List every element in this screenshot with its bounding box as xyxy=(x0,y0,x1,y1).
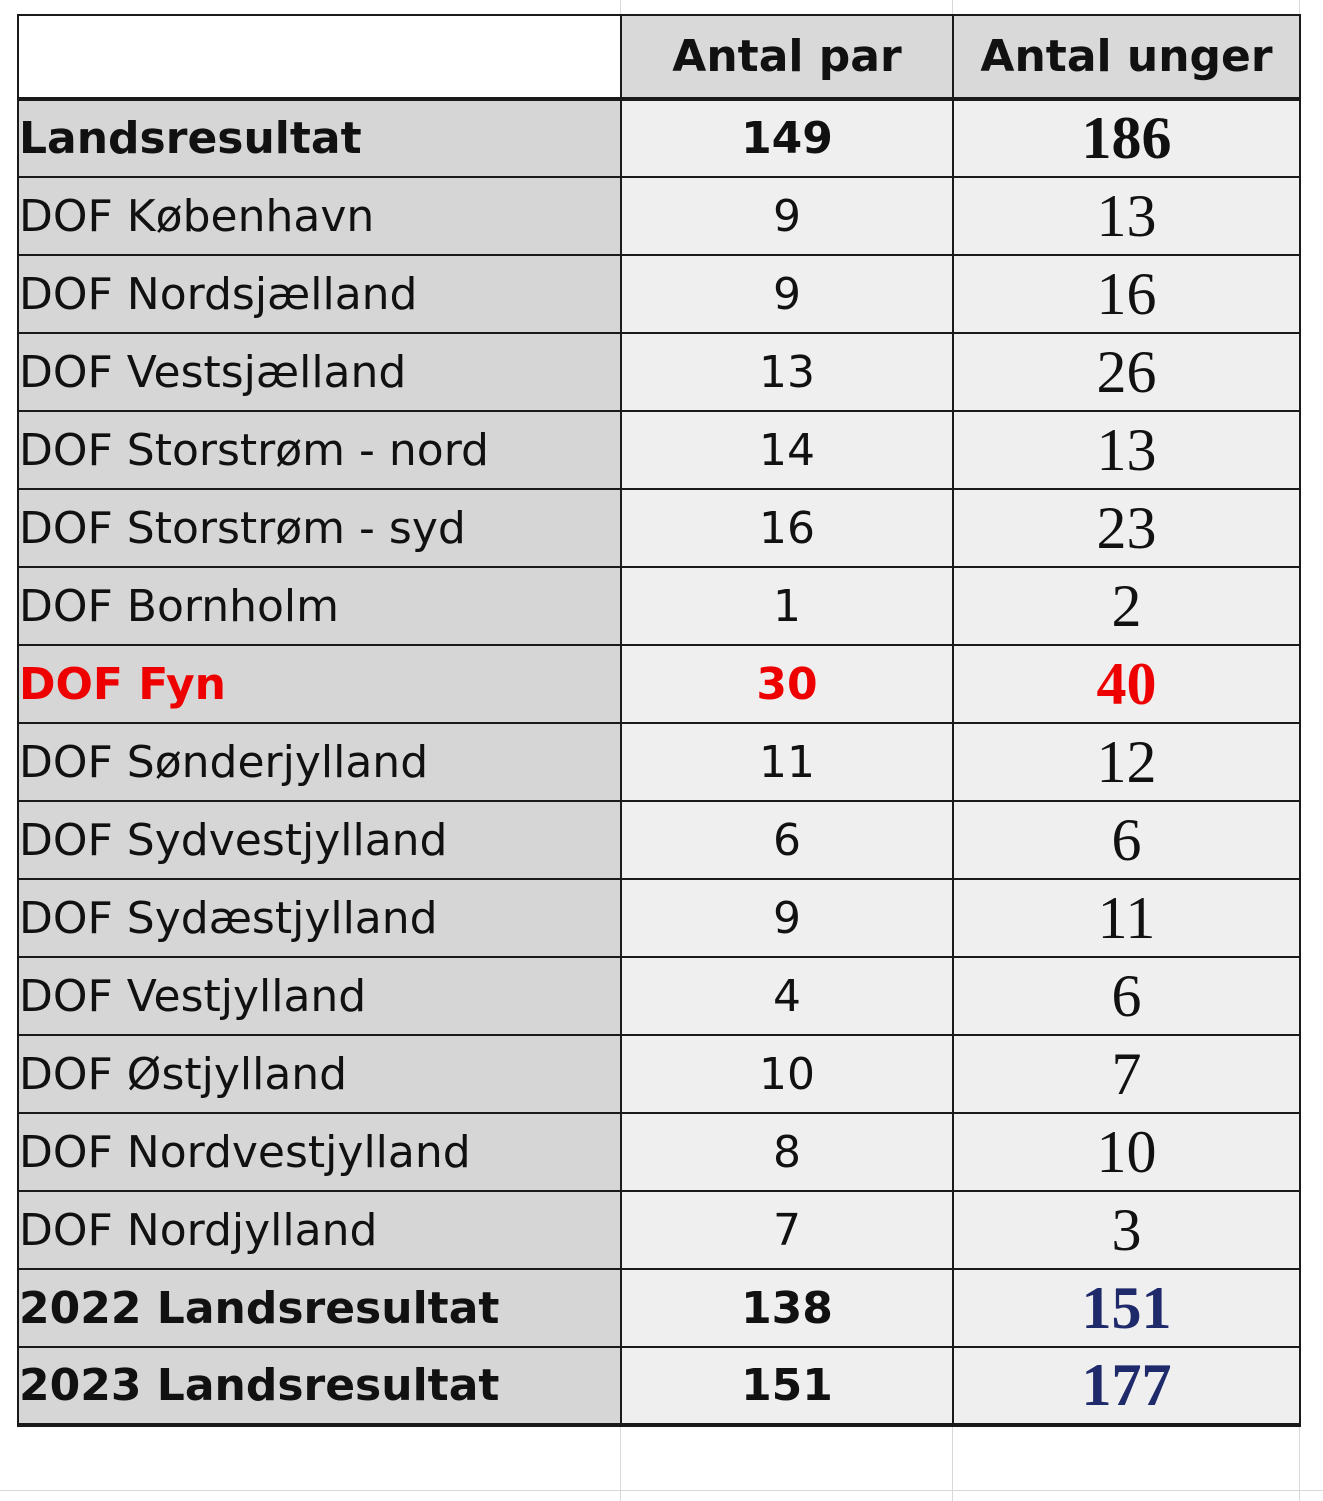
row-label[interactable]: DOF Østjylland xyxy=(17,1034,622,1114)
par-cell[interactable]: 13 xyxy=(620,332,954,412)
par-cell[interactable]: 7 xyxy=(620,1190,954,1270)
unger-cell[interactable]: 177 xyxy=(952,1346,1301,1427)
table-row: DOF Vestjylland 4 6 xyxy=(17,956,1301,1036)
table-row: DOF Østjylland 10 7 xyxy=(17,1034,1301,1114)
row-label[interactable]: DOF Vestsjælland xyxy=(17,332,622,412)
table-row: DOF Bornholm 1 2 xyxy=(17,566,1301,646)
unger-cell[interactable]: 12 xyxy=(952,722,1301,802)
unger-cell[interactable]: 13 xyxy=(952,176,1301,256)
row-label[interactable]: DOF Nordjylland xyxy=(17,1190,622,1270)
par-cell[interactable]: 16 xyxy=(620,488,954,568)
table-row: DOF Sydvestjylland 6 6 xyxy=(17,800,1301,880)
table-row-total-2022: 2022 Landsresultat 138 151 xyxy=(17,1268,1301,1348)
col-header-antal-unger[interactable]: Antal unger xyxy=(952,14,1301,101)
corner-cell[interactable] xyxy=(17,14,622,101)
table-row: DOF København 9 13 xyxy=(17,176,1301,256)
row-label[interactable]: DOF Storstrøm - syd xyxy=(17,488,622,568)
row-label[interactable]: DOF Sydvestjylland xyxy=(17,800,622,880)
par-cell[interactable]: 11 xyxy=(620,722,954,802)
results-table: Antal par Antal unger Landsresultat 149 … xyxy=(17,14,1301,1427)
par-cell[interactable]: 30 xyxy=(620,644,954,724)
table-row-total-2023: 2023 Landsresultat 151 177 xyxy=(17,1346,1301,1427)
row-label[interactable]: DOF Nordsjælland xyxy=(17,254,622,334)
table-row: DOF Nordvestjylland 8 10 xyxy=(17,1112,1301,1192)
row-label[interactable]: DOF Sønderjylland xyxy=(17,722,622,802)
par-cell[interactable]: 10 xyxy=(620,1034,954,1114)
table-row: DOF Storstrøm - nord 14 13 xyxy=(17,410,1301,490)
par-cell[interactable]: 9 xyxy=(620,878,954,958)
row-label[interactable]: Landsresultat xyxy=(17,97,622,178)
par-cell[interactable]: 151 xyxy=(620,1346,954,1427)
row-label[interactable]: DOF København xyxy=(17,176,622,256)
unger-cell[interactable]: 13 xyxy=(952,410,1301,490)
row-label[interactable]: DOF Nordvestjylland xyxy=(17,1112,622,1192)
table-row-highlighted: DOF Fyn 30 40 xyxy=(17,644,1301,724)
table-row: DOF Nordsjælland 9 16 xyxy=(17,254,1301,334)
par-cell[interactable]: 149 xyxy=(620,97,954,178)
col-header-antal-par[interactable]: Antal par xyxy=(620,14,954,101)
table-row: DOF Sydæstjylland 9 11 xyxy=(17,878,1301,958)
unger-cell[interactable]: 40 xyxy=(952,644,1301,724)
unger-cell[interactable]: 26 xyxy=(952,332,1301,412)
unger-cell[interactable]: 186 xyxy=(952,97,1301,178)
par-cell[interactable]: 9 xyxy=(620,254,954,334)
unger-cell[interactable]: 7 xyxy=(952,1034,1301,1114)
table-row: DOF Storstrøm - syd 16 23 xyxy=(17,488,1301,568)
row-label[interactable]: 2023 Landsresultat xyxy=(17,1346,622,1427)
table-row: DOF Vestsjælland 13 26 xyxy=(17,332,1301,412)
unger-cell[interactable]: 16 xyxy=(952,254,1301,334)
par-cell[interactable]: 9 xyxy=(620,176,954,256)
row-label[interactable]: DOF Fyn xyxy=(17,644,622,724)
table-row: Landsresultat 149 186 xyxy=(17,97,1301,178)
par-cell[interactable]: 6 xyxy=(620,800,954,880)
table-row: DOF Nordjylland 7 3 xyxy=(17,1190,1301,1270)
unger-cell[interactable]: 23 xyxy=(952,488,1301,568)
par-cell[interactable]: 8 xyxy=(620,1112,954,1192)
row-label[interactable]: DOF Sydæstjylland xyxy=(17,878,622,958)
unger-cell[interactable]: 6 xyxy=(952,800,1301,880)
row-label[interactable]: DOF Vestjylland xyxy=(17,956,622,1036)
unger-cell[interactable]: 3 xyxy=(952,1190,1301,1270)
par-cell[interactable]: 4 xyxy=(620,956,954,1036)
unger-cell[interactable]: 11 xyxy=(952,878,1301,958)
table-row: DOF Sønderjylland 11 12 xyxy=(17,722,1301,802)
par-cell[interactable]: 138 xyxy=(620,1268,954,1348)
par-cell[interactable]: 14 xyxy=(620,410,954,490)
row-label[interactable]: 2022 Landsresultat xyxy=(17,1268,622,1348)
row-label[interactable]: DOF Bornholm xyxy=(17,566,622,646)
gridline xyxy=(0,1490,1323,1491)
unger-cell[interactable]: 151 xyxy=(952,1268,1301,1348)
par-cell[interactable]: 1 xyxy=(620,566,954,646)
unger-cell[interactable]: 6 xyxy=(952,956,1301,1036)
header-row: Antal par Antal unger xyxy=(17,14,1301,101)
unger-cell[interactable]: 10 xyxy=(952,1112,1301,1192)
unger-cell[interactable]: 2 xyxy=(952,566,1301,646)
row-label[interactable]: DOF Storstrøm - nord xyxy=(17,410,622,490)
